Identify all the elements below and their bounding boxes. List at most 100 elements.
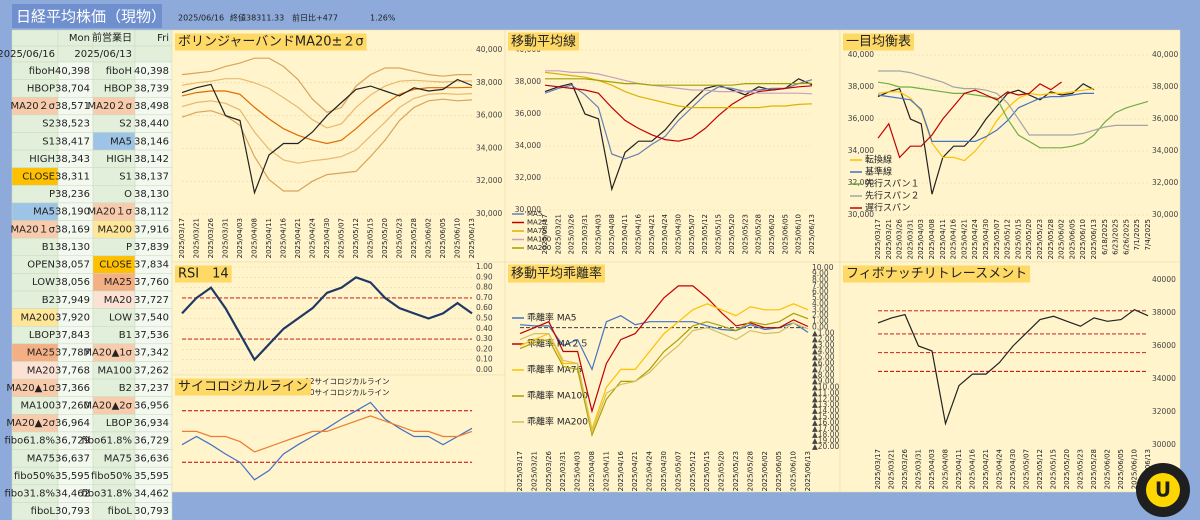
y-tick-label: ▲4.00: [812, 347, 835, 356]
panel-bg: [839, 261, 1181, 493]
row-label: LBOP: [106, 418, 132, 429]
x-tick-label: 2025/06/10: [1079, 219, 1087, 259]
chart-title: サイコロジカルライン: [178, 380, 308, 395]
x-tick-label: 6/26/2025: [1122, 219, 1130, 255]
row-value: 35,595: [134, 471, 169, 482]
x-tick-label: 2025/05/23: [1077, 449, 1085, 489]
x-tick-label: 2025/03/21: [193, 218, 201, 258]
row-label: HBOP: [104, 83, 132, 94]
y-tick-label: ▲3.00: [812, 341, 835, 350]
series-line: [878, 70, 1148, 136]
x-tick-label: 2025/04/08: [608, 214, 616, 254]
x-tick-label: 2025/03/31: [559, 451, 567, 491]
x-tick-label: 2025/05/23: [1036, 219, 1044, 259]
header-cell: [11, 29, 59, 47]
info-change: 前日比+477: [292, 13, 338, 23]
y-tick-label: ▲8.00: [812, 370, 835, 379]
x-tick-label: 2025/04/21: [631, 451, 639, 491]
y-tick-label: 32,000: [848, 178, 874, 187]
x-tick-label: 2025/03/17: [874, 449, 882, 489]
y-tick-label: 0.90: [476, 272, 493, 281]
y-tick-label: 8.00: [812, 275, 829, 284]
row-value: 38,146: [134, 136, 169, 147]
x-tick-label: 2025/04/03: [928, 449, 936, 489]
y-tick-label: 0.10: [476, 355, 493, 364]
y-tick-label: 0.00: [812, 323, 829, 332]
info-date: 2025/06/16: [178, 14, 224, 23]
row-value: 37,834: [134, 260, 169, 271]
x-tick-label: 2025/05/07: [674, 451, 682, 491]
x-tick-label: 2025/05/15: [367, 218, 375, 258]
legend-label: MA100: [527, 236, 551, 244]
row-label: MA75: [27, 453, 55, 464]
chart-panel: 10.009.008.007.006.005.004.003.002.001.0…: [504, 261, 841, 493]
info-pct: 1.26%: [370, 14, 396, 23]
x-tick-label: 2025/04/11: [602, 451, 610, 491]
x-tick-label: 2025/04/03: [594, 214, 602, 254]
x-tick-label: 2025/05/12: [352, 218, 360, 258]
row-value: 37,916: [134, 224, 169, 235]
x-tick-label: 2025/04/30: [323, 218, 331, 258]
y-tick-label: 0.20: [476, 344, 493, 353]
y-tick-label: 38,000: [515, 77, 541, 86]
y-tick-label: 1.00: [476, 262, 493, 271]
row-label: MA200: [97, 224, 132, 235]
y-tick-label: 38000: [1152, 308, 1176, 317]
x-tick-label: 2025/03/17: [541, 214, 549, 254]
row-label: MA75: [104, 453, 132, 464]
y-tick-label: 36,000: [848, 114, 874, 123]
x-tick-label: 2025/04/11: [265, 218, 273, 258]
row-label: fiboL: [31, 506, 56, 517]
row-value: 38,142: [134, 154, 169, 165]
row-label: fibo31.8%: [81, 489, 132, 500]
series-line: [519, 312, 809, 438]
x-tick-label: 2025/04/16: [950, 218, 958, 259]
x-tick-label: 2025/05/12: [1004, 219, 1012, 259]
legend-label: 乖離率 MA5: [527, 312, 577, 324]
row-label: MA20▲1σ: [83, 348, 132, 359]
row-label: OPEN: [27, 260, 55, 271]
y-tick-label: 30,000: [515, 205, 541, 214]
y-tick-label: 38,000: [1152, 82, 1178, 91]
series-line: [877, 81, 1062, 159]
x-tick-label: 2025/04/16: [634, 213, 642, 254]
row-value: 38,343: [55, 154, 90, 165]
row-value: 38,571: [55, 101, 90, 112]
row-label: P: [126, 242, 132, 253]
row-label: S2: [42, 119, 55, 130]
y-tick-label: 30000: [1152, 440, 1176, 449]
info-close: 終値38311.33: [230, 13, 284, 23]
y-tick-label: 0.40: [476, 324, 493, 333]
x-tick-label: 2025/03/21: [885, 219, 893, 259]
legend-label: 20サイコロジカルライン: [305, 388, 390, 397]
page-title: 日経平均株価（現物）: [16, 8, 166, 26]
y-tick-label: ▲19.00: [812, 436, 839, 445]
series-line: [545, 78, 813, 86]
chart-panel: 30,000 30,000 32,000 32,000 34,000 34,000 36,0…: [839, 29, 1181, 263]
logo-core: [1146, 473, 1180, 507]
y-tick-label: ▲16.00: [812, 418, 839, 427]
row-value: 37,540: [134, 312, 169, 323]
row-value: 38,236: [55, 189, 90, 200]
series-line: [544, 71, 813, 109]
y-tick-label: ▲7.00: [812, 364, 835, 373]
y-tick-label: ▲1.00: [812, 329, 835, 338]
y-tick-label: 32,000: [515, 173, 541, 182]
y-tick-label: 32,000: [1152, 178, 1178, 187]
title-box: [843, 265, 1031, 283]
x-tick-label: 2025/04/24: [309, 217, 317, 258]
series-line: [877, 81, 1149, 149]
row-label: fibo61.8%: [81, 436, 132, 447]
y-tick-label: 4.00: [812, 299, 829, 308]
panel-bg: [171, 29, 506, 263]
series-line: [181, 92, 473, 164]
x-tick-label: 2025/04/30: [982, 219, 990, 259]
logo-letter: U: [1155, 478, 1171, 502]
row-value: 34,462: [55, 489, 90, 500]
x-tick-label: 2025/04/03: [574, 451, 582, 491]
panel-bg: [504, 261, 841, 493]
row-label: MA25: [104, 277, 132, 288]
x-tick-label: 2025/03/21: [888, 449, 896, 489]
legend-label: 乖離率 MA100: [527, 390, 588, 402]
row-label: S1: [42, 136, 55, 147]
